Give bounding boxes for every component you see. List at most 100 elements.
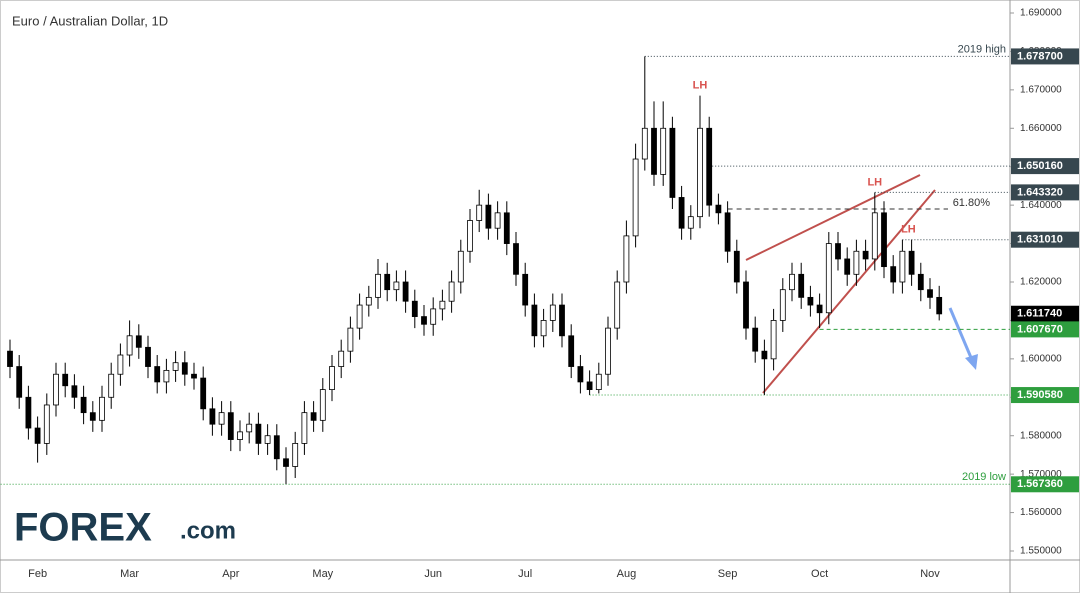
y-tick-label: 1.600000 (1020, 353, 1062, 364)
level-label: 1.643320 (1017, 186, 1063, 198)
level-note: 2019 low (962, 471, 1006, 483)
candle-body (218, 412, 225, 425)
candle-body (890, 266, 897, 283)
candle-body (476, 204, 483, 221)
candle-body (936, 296, 943, 315)
candle-body (25, 396, 32, 429)
wedge-lower (762, 189, 936, 394)
candle-body (365, 296, 372, 306)
x-tick-label: Jun (424, 568, 442, 580)
candle-body (7, 350, 13, 367)
candle-body (641, 127, 648, 160)
candle-body (789, 273, 795, 291)
candle-body (200, 377, 207, 410)
candle-body (651, 127, 657, 175)
candle-body (439, 300, 446, 310)
candle-body (145, 346, 151, 367)
candle-body (310, 412, 317, 421)
candle-body (154, 366, 161, 383)
arrow-shaft (948, 307, 974, 361)
level-label: 1.607670 (1017, 323, 1063, 335)
candle-body (743, 281, 749, 329)
candle-body (798, 273, 805, 298)
candle-body (835, 243, 841, 260)
candle-body (246, 423, 253, 433)
candle-body (89, 412, 96, 421)
candle-body (779, 289, 786, 321)
candle-body (34, 427, 41, 444)
candle-body (16, 366, 23, 398)
level-label: 1.631010 (1017, 234, 1063, 246)
candle-body (117, 354, 124, 375)
candle-body (632, 158, 639, 237)
candle-body (660, 127, 667, 175)
candle-body (871, 212, 878, 260)
candle-body (402, 281, 409, 302)
candle-body (283, 458, 289, 467)
level-box (1011, 158, 1079, 175)
y-tick-label: 1.670000 (1020, 84, 1062, 95)
wedge-upper (745, 174, 921, 261)
candle-body (522, 273, 529, 306)
logo-name: FOREX (14, 506, 152, 550)
candle-body (844, 258, 851, 275)
candle-body (99, 396, 105, 421)
logo-suffix: .com (180, 517, 236, 544)
candle-body (292, 442, 299, 467)
annotation: LH (867, 176, 882, 188)
x-tick-label: Nov (920, 568, 940, 580)
candle-body (338, 350, 345, 367)
candle-body (881, 212, 887, 268)
candle-body (733, 250, 740, 283)
candle-body (319, 389, 326, 421)
candle-body (549, 304, 556, 321)
candle-body (485, 204, 492, 229)
candle-body (614, 281, 621, 329)
y-tick-label: 1.620000 (1020, 277, 1062, 288)
level-label: 1.567360 (1017, 478, 1063, 490)
candle-body (899, 250, 906, 283)
candle-body (80, 396, 87, 414)
x-tick-label: Feb (28, 568, 47, 580)
candle-body (697, 127, 703, 218)
candle-body (724, 212, 731, 252)
candle-body (347, 327, 354, 352)
candle-body (577, 366, 584, 383)
candle-body (706, 127, 713, 206)
level-note: 2019 high (958, 43, 1006, 55)
x-tick-label: Aug (617, 568, 637, 580)
level-box (1011, 48, 1079, 65)
y-tick-label: 1.570000 (1020, 469, 1062, 480)
candle-body (807, 296, 814, 306)
candle-body (752, 327, 759, 352)
candle-body (586, 381, 593, 390)
candle-body (559, 304, 565, 337)
candle-body (71, 385, 78, 398)
y-tick-label: 1.550000 (1020, 546, 1062, 557)
annotation: LH (901, 224, 916, 236)
y-tick-label: 1.690000 (1020, 8, 1062, 19)
level-label: 1.590580 (1017, 389, 1063, 401)
candle-body (623, 235, 630, 283)
candle-body (531, 304, 538, 337)
x-tick-label: Oct (811, 568, 828, 580)
x-tick-label: Jul (518, 568, 532, 580)
candle-body (375, 273, 381, 298)
annotation: LH (693, 80, 708, 92)
y-tick-label: 1.640000 (1020, 200, 1062, 211)
candle-body (163, 369, 170, 383)
candle-body (503, 212, 510, 244)
candle-body (126, 335, 133, 356)
candle-body (181, 362, 188, 375)
candle-body (770, 320, 777, 360)
candle-body (494, 212, 501, 229)
candle-body (329, 366, 335, 390)
candle-body (108, 373, 115, 398)
candle-body (393, 281, 400, 291)
candle-body (816, 304, 823, 314)
candle-body (467, 220, 473, 252)
candle-body (264, 435, 271, 444)
candle-body (678, 197, 685, 229)
level-box (1011, 476, 1079, 493)
